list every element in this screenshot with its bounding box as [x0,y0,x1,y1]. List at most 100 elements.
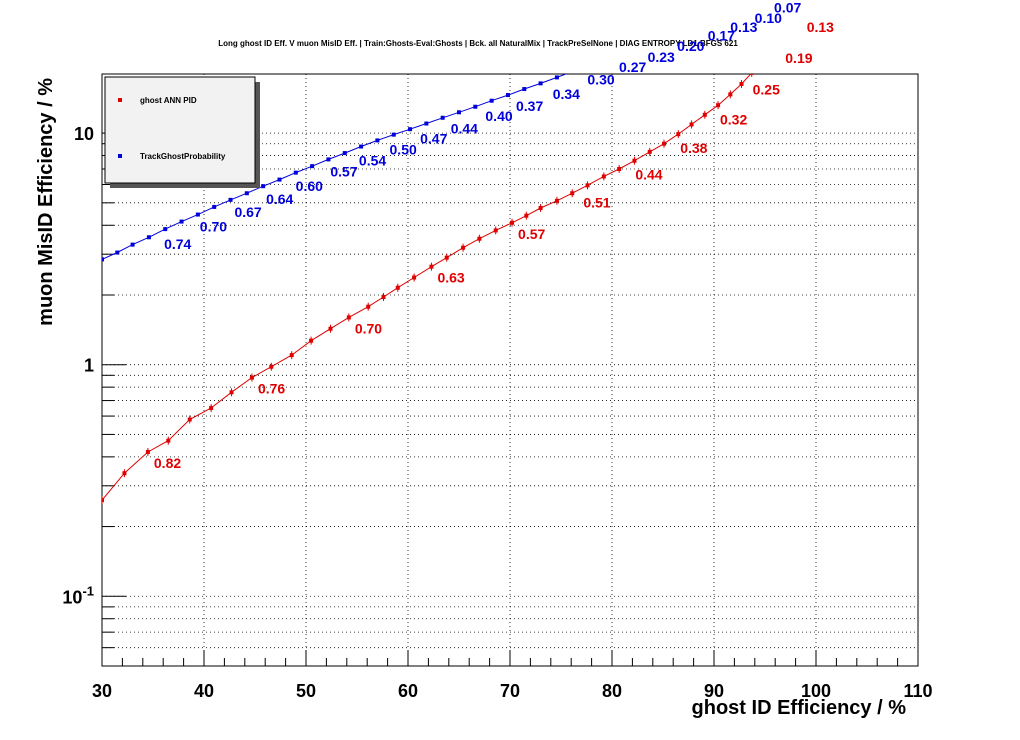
data-point [716,103,721,108]
data-point [493,228,498,233]
data-point [412,275,417,280]
data-point [739,81,744,86]
legend: ghost ANN PID TrackGhostProbability [104,76,260,188]
cut-label: 0.38 [680,140,707,156]
cut-label: 0.40 [485,108,512,124]
data-point [122,471,127,476]
data-point [689,122,694,127]
cut-label: 0.50 [390,141,417,157]
data-point [342,151,347,156]
data-point [249,375,254,380]
cut-label: 0.13 [807,19,834,35]
x-axis-label: ghost ID Efficiency / % [692,697,907,719]
cut-label: 0.54 [359,152,386,168]
data-point [145,449,150,454]
cut-label: 0.82 [154,455,181,471]
cut-label: 0.60 [296,178,323,194]
x-tick-label: 40 [194,681,214,701]
x-tick-label: 100 [801,681,831,701]
data-point [728,92,733,97]
grid [101,74,919,667]
data-point [601,174,606,179]
data-point [261,184,266,189]
data-point [269,364,274,369]
data-point [244,191,249,196]
data-point [524,213,529,218]
cut-label: 0.34 [553,86,580,102]
data-point [632,158,637,163]
cut-label: 0.57 [518,226,545,242]
data-point [130,242,135,247]
data-point [477,236,482,241]
data-point [554,198,559,203]
data-point [395,285,400,290]
chart-title: Long ghost ID Eff. V muon MisID Eff. | T… [218,39,738,48]
data-point [229,390,234,395]
data-point [473,104,478,109]
x-tick-label: 70 [500,681,520,701]
data-point [554,75,559,80]
data-point [346,315,351,320]
data-point [326,157,331,162]
x-tick-label: 50 [296,681,316,701]
data-point [440,115,445,120]
y-tick-label: 1 [84,356,94,376]
data-point [429,264,434,269]
data-point [538,205,543,210]
series-trackghostprobability [102,74,568,262]
cut-label: 0.17 [708,27,735,43]
data-point [510,220,515,225]
cut-label: 0.74 [164,236,191,252]
data-point [647,149,652,154]
data-point [702,112,707,117]
x-tick-label: 110 [903,681,932,701]
data-point [102,257,104,262]
cut-label: 0.67 [234,204,261,220]
data-point [676,132,681,137]
data-point [538,81,543,86]
data-point [179,219,184,224]
cut-label: 0.07 [774,0,801,15]
cut-label: 0.76 [258,381,285,397]
cut-label: 0.37 [516,98,543,114]
legend-label-ghost-ann-pid: ghost ANN PID [140,96,197,105]
cut-label: 0.57 [330,164,357,180]
data-point [749,74,754,75]
cut-label: 0.63 [437,270,464,286]
series-layer [102,74,754,505]
cut-label: 0.51 [583,194,610,210]
legend-marker-ghost-ann-pid [118,98,122,102]
data-point [328,326,333,331]
data-point [381,295,386,300]
data-point [187,417,192,422]
data-point [585,183,590,188]
cut-label: 0.20 [677,38,704,54]
cut-label: 0.44 [635,166,662,182]
data-point [212,204,217,209]
data-point [489,98,494,103]
legend-label-trackghostprobability: TrackGhostProbability [140,152,226,161]
cut-label: 0.23 [648,49,675,65]
y-axis-label: muon MisID Efficiency / % [35,78,57,326]
cut-label: 0.10 [755,10,782,26]
data-point [570,191,575,196]
data-point [505,93,510,98]
data-point [195,212,200,217]
data-point [277,177,282,182]
cut-label: 0.27 [619,59,646,75]
series-line-trackghostprobability [102,74,568,260]
data-point [146,235,151,240]
cut-label: 0.30 [587,72,614,88]
data-point [310,164,315,169]
data-point [163,227,168,232]
cut-label: 0.13 [730,19,757,35]
x-tick-label: 90 [704,681,724,701]
series-ghost-ann-pid [102,74,754,505]
data-point [359,144,364,149]
data-point [228,197,233,202]
cut-label: 0.25 [753,82,780,98]
cut-labels: 0.82 0.76 0.70 0.63 0.57 0.51 0.44 0.38 0.32 0.25… [154,0,834,471]
legend-box [104,76,256,184]
y-tick-label: 10-1 [62,583,94,607]
